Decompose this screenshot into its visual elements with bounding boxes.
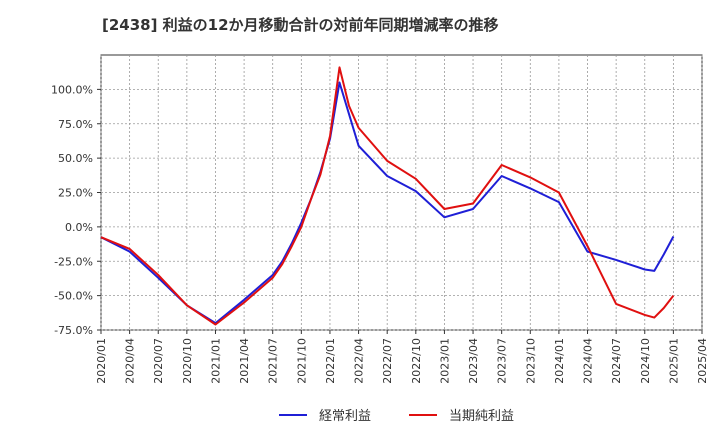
data-point bbox=[310, 198, 312, 200]
x-tick-label: 2020/01 bbox=[95, 338, 108, 384]
data-point bbox=[558, 201, 560, 203]
chart-title: [2438] 利益の12か月移動合計の対前年同期増減率の推移 bbox=[102, 16, 499, 34]
x-tick-label: 2025/04 bbox=[696, 338, 709, 384]
data-point bbox=[644, 269, 646, 271]
y-tick-label: 50.0% bbox=[58, 152, 93, 165]
data-point bbox=[386, 160, 388, 162]
data-point bbox=[672, 236, 674, 238]
data-point bbox=[281, 263, 283, 265]
data-point bbox=[587, 251, 589, 253]
data-point bbox=[529, 176, 531, 178]
x-axis-ticks: 2020/01 2020/04 2020/07 2020/10 2021/01 2021/… bbox=[95, 330, 709, 384]
grid-lines bbox=[100, 55, 703, 331]
data-point bbox=[672, 295, 674, 297]
x-tick-label: 2023/10 bbox=[524, 338, 537, 384]
x-tick-label: 2024/04 bbox=[582, 338, 595, 384]
y-tick-label: -50.0% bbox=[54, 290, 93, 303]
data-point bbox=[386, 175, 388, 177]
data-point bbox=[653, 270, 655, 272]
data-point bbox=[501, 175, 503, 177]
x-tick-label: 2024/07 bbox=[610, 338, 623, 384]
data-point bbox=[529, 187, 531, 189]
y-tick-label: 100.0% bbox=[51, 83, 93, 96]
legend-label-net-profit: 当期純利益 bbox=[449, 409, 514, 424]
x-tick-label: 2023/01 bbox=[438, 338, 451, 384]
data-point bbox=[443, 208, 445, 210]
data-point bbox=[472, 208, 474, 210]
data-point bbox=[329, 135, 331, 137]
series-line-1 bbox=[100, 66, 675, 326]
data-point bbox=[348, 113, 350, 115]
x-tick-label: 2023/04 bbox=[467, 338, 480, 384]
x-tick-label: 2020/04 bbox=[124, 338, 137, 384]
x-tick-label: 2023/07 bbox=[496, 338, 509, 384]
data-point bbox=[472, 203, 474, 205]
data-point bbox=[243, 302, 245, 304]
data-point bbox=[348, 105, 350, 107]
data-point bbox=[501, 164, 503, 166]
data-point bbox=[157, 274, 159, 276]
data-point bbox=[100, 236, 102, 238]
series-lines bbox=[100, 66, 675, 326]
x-tick-label: 2024/01 bbox=[553, 338, 566, 384]
data-point bbox=[129, 248, 131, 250]
x-tick-label: 2022/07 bbox=[381, 338, 394, 384]
x-tick-label: 2025/01 bbox=[667, 338, 680, 384]
x-tick-label: 2021/04 bbox=[238, 338, 251, 384]
data-point bbox=[186, 304, 188, 306]
series-line-0 bbox=[100, 81, 675, 325]
y-axis-ticks: -75.0% -50.0% -25.0% 0.0% 25.0% 50.0% 75.0% 100… bbox=[51, 83, 101, 337]
data-point bbox=[653, 317, 655, 319]
data-point bbox=[319, 174, 321, 176]
data-point bbox=[358, 127, 360, 129]
data-point bbox=[558, 192, 560, 194]
data-point bbox=[243, 299, 245, 301]
data-point bbox=[415, 190, 417, 192]
data-point bbox=[587, 245, 589, 247]
data-point bbox=[272, 277, 274, 279]
data-point bbox=[415, 178, 417, 180]
legend: 経常利益 当期純利益 bbox=[279, 409, 514, 424]
data-point bbox=[338, 66, 340, 68]
data-point bbox=[644, 314, 646, 316]
y-tick-label: -25.0% bbox=[54, 255, 93, 268]
data-point bbox=[615, 303, 617, 305]
x-tick-label: 2022/04 bbox=[353, 338, 366, 384]
y-tick-label: -75.0% bbox=[54, 324, 93, 337]
x-tick-label: 2021/07 bbox=[267, 338, 280, 384]
x-tick-label: 2022/10 bbox=[410, 338, 423, 384]
data-point bbox=[663, 253, 665, 255]
x-tick-label: 2024/10 bbox=[639, 338, 652, 384]
data-point bbox=[663, 307, 665, 309]
data-point bbox=[214, 324, 216, 326]
data-point bbox=[615, 259, 617, 261]
data-point bbox=[300, 226, 302, 228]
data-point bbox=[338, 82, 340, 84]
x-tick-label: 2020/07 bbox=[152, 338, 165, 384]
legend-label-ordinary-profit: 経常利益 bbox=[319, 409, 371, 424]
x-tick-label: 2022/01 bbox=[324, 338, 337, 384]
x-tick-label: 2021/10 bbox=[295, 338, 308, 384]
data-point bbox=[291, 245, 293, 247]
x-tick-label: 2020/10 bbox=[181, 338, 194, 384]
data-point bbox=[358, 145, 360, 147]
data-point bbox=[443, 216, 445, 218]
y-tick-label: 75.0% bbox=[58, 118, 93, 131]
data-point bbox=[129, 251, 131, 253]
y-tick-label: 25.0% bbox=[58, 187, 93, 200]
x-tick-label: 2021/01 bbox=[209, 338, 222, 384]
y-tick-label: 0.0% bbox=[65, 221, 93, 234]
